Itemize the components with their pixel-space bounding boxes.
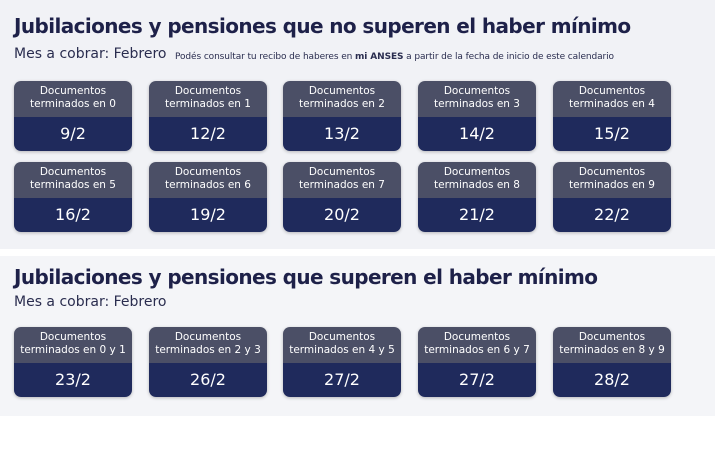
schedule-card: Documentos terminados en 1 12/2 [149, 81, 267, 151]
schedule-card: Documentos terminados en 5 16/2 [14, 162, 132, 232]
section-title: Jubilaciones y pensiones que no superen … [14, 14, 631, 38]
schedule-card: Documentos terminados en 8 21/2 [418, 162, 536, 232]
mi-anses-link[interactable]: mi ANSES [355, 52, 404, 62]
schedule-card: Documentos terminados en 7 20/2 [283, 162, 401, 232]
payment-month: Mes a cobrar: Febrero [14, 294, 167, 310]
card-date: 14/2 [418, 117, 536, 151]
card-digits: terminados en 5 [30, 179, 116, 191]
card-header: Documentos terminados en 1 [149, 81, 267, 117]
schedule-card: Documentos terminados en 8 y 9 28/2 [553, 327, 671, 397]
card-label: Documentos [39, 166, 107, 178]
card-label: Documentos [578, 331, 646, 343]
card-date: 27/2 [418, 363, 536, 397]
card-header: Documentos terminados en 7 [283, 162, 401, 198]
schedule-card: Documentos terminados en 2 y 3 26/2 [149, 327, 267, 397]
card-header: Documentos terminados en 5 [14, 162, 132, 198]
card-date: 22/2 [553, 198, 671, 232]
note-text-start: Podés consultar tu recibo de haberes en [175, 52, 356, 62]
card-label: Documentos [443, 331, 511, 343]
card-label: Documentos [443, 166, 511, 178]
card-header: Documentos terminados en 4 [553, 81, 671, 117]
section-title: Jubilaciones y pensiones que superen el … [14, 265, 598, 289]
card-date: 19/2 [149, 198, 267, 232]
card-header: Documentos terminados en 9 [553, 162, 671, 198]
card-header: Documentos terminados en 4 y 5 [283, 327, 401, 363]
card-label: Documentos [308, 85, 376, 97]
card-digits: terminados en 4 y 5 [289, 344, 395, 356]
card-label: Documentos [174, 85, 242, 97]
card-date: 12/2 [149, 117, 267, 151]
payment-month: Mes a cobrar: Febrero [14, 46, 167, 62]
card-label: Documentos [578, 166, 646, 178]
schedule-card: Documentos terminados en 0 9/2 [14, 81, 132, 151]
card-digits: terminados en 2 [299, 98, 385, 110]
schedule-card: Documentos terminados en 3 14/2 [418, 81, 536, 151]
card-digits: terminados en 2 y 3 [155, 344, 261, 356]
card-digits: terminados en 8 [434, 179, 520, 191]
section-minimum-pensions: Jubilaciones y pensiones que no superen … [0, 0, 715, 249]
card-header: Documentos terminados en 2 y 3 [149, 327, 267, 363]
card-label: Documentos [174, 166, 242, 178]
card-date: 28/2 [553, 363, 671, 397]
card-header: Documentos terminados en 0 y 1 [14, 327, 132, 363]
card-digits: terminados en 3 [434, 98, 520, 110]
card-header: Documentos terminados en 8 [418, 162, 536, 198]
card-header: Documentos terminados en 8 y 9 [553, 327, 671, 363]
card-header: Documentos terminados en 6 y 7 [418, 327, 536, 363]
card-digits: terminados en 4 [569, 98, 655, 110]
card-digits: terminados en 8 y 9 [559, 344, 665, 356]
card-label: Documentos [308, 331, 376, 343]
card-digits: terminados en 6 y 7 [424, 344, 530, 356]
card-digits: terminados en 0 [30, 98, 116, 110]
card-header: Documentos terminados en 3 [418, 81, 536, 117]
schedule-card: Documentos terminados en 4 15/2 [553, 81, 671, 151]
card-label: Documentos [308, 166, 376, 178]
schedule-card: Documentos terminados en 2 13/2 [283, 81, 401, 151]
card-digits: terminados en 9 [569, 179, 655, 191]
card-date: 9/2 [14, 117, 132, 151]
card-header: Documentos terminados en 2 [283, 81, 401, 117]
card-date: 23/2 [14, 363, 132, 397]
card-date: 26/2 [149, 363, 267, 397]
card-digits: terminados en 6 [165, 179, 251, 191]
schedule-card: Documentos terminados en 9 22/2 [553, 162, 671, 232]
note-text-end: a partir de la fecha de inicio de este c… [403, 52, 614, 62]
card-digits: terminados en 7 [299, 179, 385, 191]
card-date: 16/2 [14, 198, 132, 232]
card-header: Documentos terminados en 6 [149, 162, 267, 198]
card-date: 27/2 [283, 363, 401, 397]
card-label: Documentos [578, 85, 646, 97]
receipt-note: Podés consultar tu recibo de haberes en … [175, 52, 614, 62]
card-date: 20/2 [283, 198, 401, 232]
schedule-card: Documentos terminados en 6 19/2 [149, 162, 267, 232]
card-date: 21/2 [418, 198, 536, 232]
card-date: 13/2 [283, 117, 401, 151]
schedule-card: Documentos terminados en 6 y 7 27/2 [418, 327, 536, 397]
card-digits: terminados en 1 [165, 98, 251, 110]
card-date: 15/2 [553, 117, 671, 151]
card-label: Documentos [39, 85, 107, 97]
card-label: Documentos [174, 331, 242, 343]
schedule-card: Documentos terminados en 4 y 5 27/2 [283, 327, 401, 397]
card-digits: terminados en 0 y 1 [20, 344, 126, 356]
schedule-card: Documentos terminados en 0 y 1 23/2 [14, 327, 132, 397]
section-above-minimum-pensions: Jubilaciones y pensiones que superen el … [0, 256, 715, 416]
card-label: Documentos [39, 331, 107, 343]
card-label: Documentos [443, 85, 511, 97]
card-header: Documentos terminados en 0 [14, 81, 132, 117]
